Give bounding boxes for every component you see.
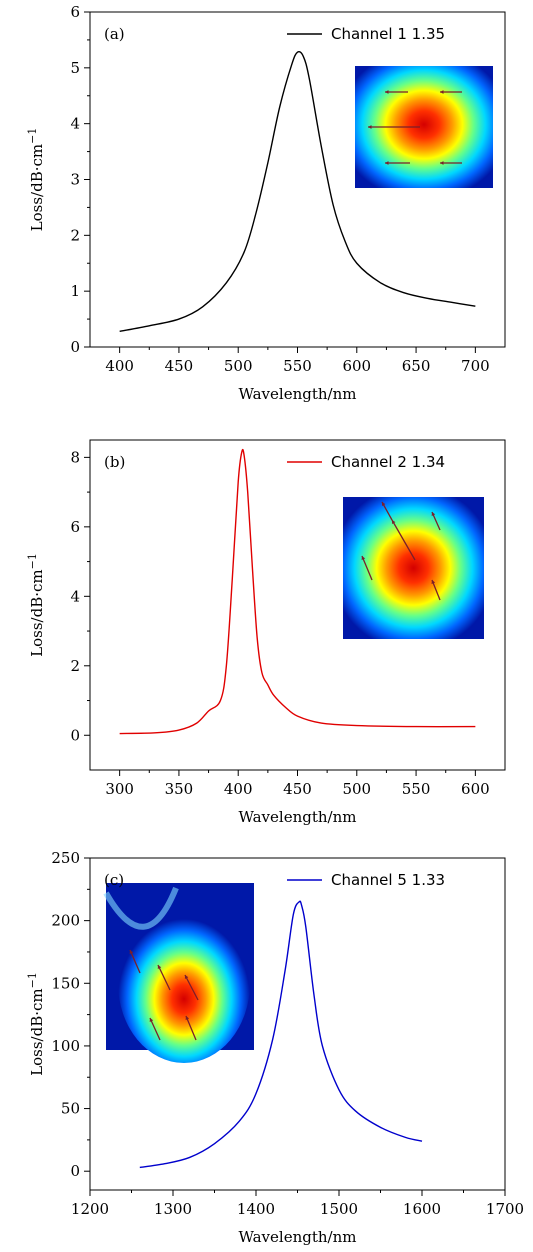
x-tick-label: 500 (342, 780, 371, 798)
x-tick-label: 1400 (237, 1200, 275, 1218)
series-line-1 (139, 900, 423, 1169)
y-tick-label: 0 (70, 338, 80, 356)
field-arrow-head (185, 1016, 190, 1020)
chart-panel-2: 300 350 400 450 500 550 600 0 2 4 6 8 Wavelength/nm L… (26, 439, 506, 826)
x-tick-label: 1300 (154, 1200, 192, 1218)
chart-panel-3: 1200 1300 1400 1500 1600 1700 0 50 100 150 200 250 W… (26, 849, 524, 1246)
y-tick-label: 150 (51, 974, 80, 992)
field-arrow-head (361, 556, 366, 560)
series-line-1 (119, 448, 476, 735)
x-tick-label: 600 (342, 357, 371, 375)
field-arrow-head (392, 520, 396, 524)
mode-field-inset-1 (355, 66, 493, 188)
y-tick-label: 4 (70, 115, 80, 133)
legend-label: Channel 1 1.35 (331, 25, 445, 43)
x-tick-label: 1200 (71, 1200, 109, 1218)
panel-label: (c) (104, 871, 124, 889)
field-arrow (185, 1015, 197, 1041)
y-axis-title-superscript: −1 (26, 972, 39, 988)
field-arrow-head (431, 512, 436, 516)
legend-label: Channel 2 1.34 (331, 453, 445, 471)
x-axis-title: Wavelength/nm (239, 808, 357, 826)
y-axis-title-superscript: −1 (26, 128, 39, 144)
y-tick-label: 6 (70, 518, 80, 536)
legend-label: Channel 5 1.33 (331, 871, 445, 889)
field-arrow-head (385, 90, 389, 94)
x-tick-label: 450 (283, 780, 312, 798)
x-tick-label: 500 (224, 357, 253, 375)
series-line-1 (119, 50, 476, 333)
x-tick-label: 350 (165, 780, 194, 798)
x-axis-title: Wavelength/nm (239, 385, 357, 403)
mode-field-spot (343, 497, 484, 639)
y-tick-label: 6 (70, 3, 80, 21)
field-arrow (157, 964, 171, 991)
y-tick-label: 0 (70, 726, 80, 744)
y-axis-title: Loss/dB·cm−1 (26, 128, 46, 232)
mode-field-spot (118, 903, 250, 1063)
field-arrow (129, 949, 141, 974)
field-arrow-head (440, 161, 444, 165)
x-tick-label: 400 (105, 357, 134, 375)
field-arrow-head (440, 90, 444, 94)
panel-label: (b) (104, 453, 125, 471)
y-tick-label: 250 (51, 849, 80, 867)
x-tick-label: 550 (283, 357, 312, 375)
field-arrow (361, 555, 373, 581)
x-tick-label: 650 (402, 357, 431, 375)
y-tick-label: 200 (51, 912, 80, 930)
y-axis-title-superscript: −1 (26, 553, 39, 569)
mode-field-inset-2 (343, 497, 484, 639)
x-tick-label: 450 (165, 357, 194, 375)
y-tick-label: 1 (70, 282, 80, 300)
x-tick-label: 400 (224, 780, 253, 798)
field-arrow-head (431, 580, 436, 584)
field-arrow (431, 579, 441, 601)
field-arrow-head (385, 161, 389, 165)
y-tick-label: 5 (70, 59, 80, 77)
y-tick-label: 2 (70, 657, 80, 675)
y-tick-label: 8 (70, 448, 80, 466)
field-arrow (184, 974, 199, 1001)
field-arrow (391, 519, 416, 561)
x-tick-label: 600 (461, 780, 490, 798)
chart-panel-1: 400 450 500 550 600 650 700 0 1 2 3 4 5 6 Wavelength/n… (26, 3, 506, 403)
field-arrow (149, 1017, 161, 1041)
y-tick-label: 2 (70, 226, 80, 244)
y-tick-label: 4 (70, 587, 80, 605)
y-tick-label: 50 (61, 1100, 80, 1118)
mode-field-inset-3 (103, 883, 254, 1063)
y-tick-label: 100 (51, 1037, 80, 1055)
field-arrow-head (129, 950, 134, 954)
field-arrow-head (149, 1018, 154, 1022)
y-axis-title: Loss/dB·cm−1 (26, 553, 46, 657)
x-tick-label: 550 (402, 780, 431, 798)
x-tick-label: 300 (105, 780, 134, 798)
x-tick-label: 1500 (320, 1200, 358, 1218)
panel-label: (a) (104, 25, 125, 43)
x-axis-title: Wavelength/nm (239, 1228, 357, 1246)
field-arrow-head (157, 965, 162, 969)
field-arrow-head (382, 502, 386, 506)
mode-field-lobe (103, 886, 179, 930)
x-tick-label: 1600 (403, 1200, 441, 1218)
x-tick-label: 1700 (486, 1200, 524, 1218)
field-arrow-head (184, 975, 189, 979)
field-arrow-head (368, 125, 372, 129)
y-tick-label: 0 (70, 1162, 80, 1180)
y-tick-label: 3 (70, 171, 80, 189)
y-axis-title: Loss/dB·cm−1 (26, 972, 46, 1076)
x-tick-label: 700 (461, 357, 490, 375)
